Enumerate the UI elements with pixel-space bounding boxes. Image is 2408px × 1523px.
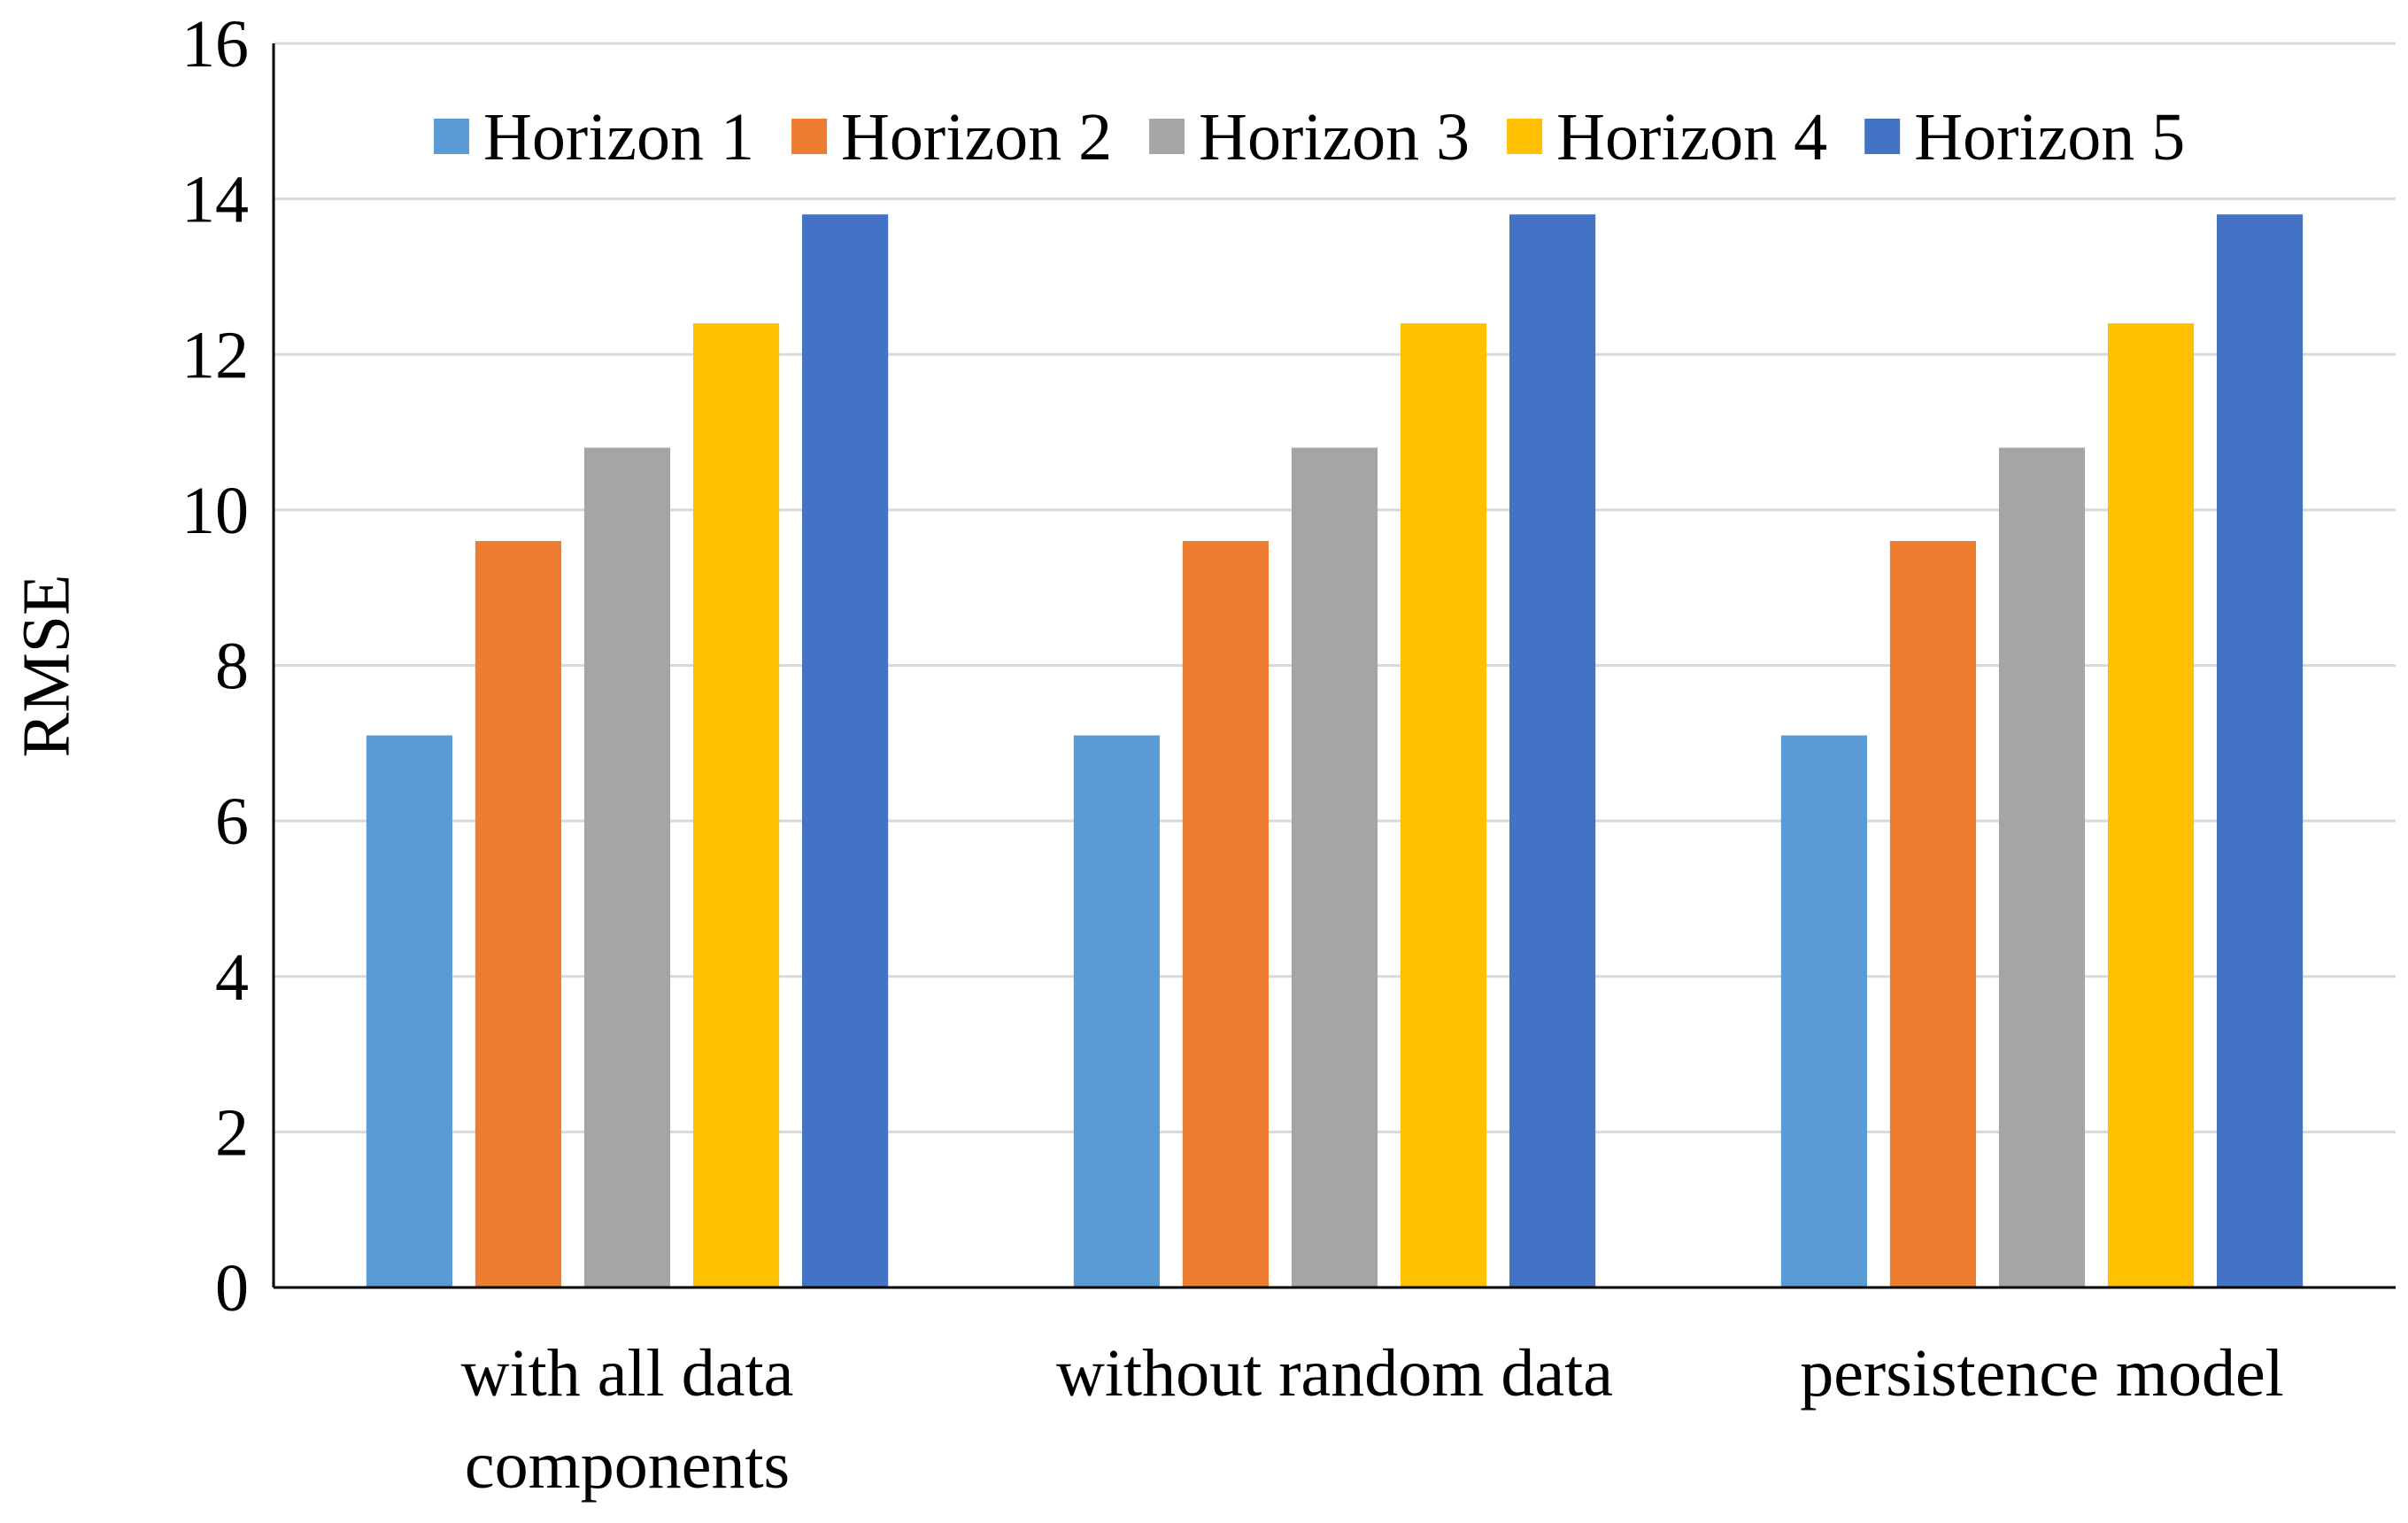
bar xyxy=(1889,541,1977,1287)
bar xyxy=(1182,541,1270,1287)
y-tick-label: 2 xyxy=(215,1095,249,1170)
y-tick-label: 4 xyxy=(215,940,249,1015)
legend-label: Horizon 5 xyxy=(1914,100,2185,174)
bar xyxy=(1073,735,1160,1287)
legend-swatch xyxy=(1864,119,1901,154)
y-tick-label: 16 xyxy=(181,7,249,81)
x-tick-label: persistence model xyxy=(1800,1336,2284,1411)
y-tick-label: 6 xyxy=(215,785,249,859)
legend-label: Horizon 1 xyxy=(483,100,754,174)
legend-label: Horizon 2 xyxy=(841,100,1112,174)
legend-label: Horizon 3 xyxy=(1199,100,1470,174)
bar xyxy=(2217,214,2304,1287)
bar xyxy=(366,735,452,1287)
legend-swatch xyxy=(1149,119,1185,154)
y-tick-label: 14 xyxy=(181,163,249,237)
legend-swatch xyxy=(1507,119,1543,154)
bar xyxy=(802,214,889,1287)
legend-label: Horizon 4 xyxy=(1556,100,1827,174)
bar xyxy=(692,323,780,1287)
bar xyxy=(1509,214,1596,1287)
legend-swatch xyxy=(791,119,828,154)
bar xyxy=(583,447,671,1287)
y-tick-label: 8 xyxy=(215,630,249,704)
y-tick-label: 0 xyxy=(215,1251,249,1326)
bar xyxy=(2107,323,2195,1287)
bar xyxy=(475,541,562,1287)
bar xyxy=(1291,447,1378,1287)
y-tick-label: 10 xyxy=(181,474,249,548)
bar xyxy=(1998,447,2086,1287)
y-axis-title: RMSE xyxy=(9,575,83,758)
bar xyxy=(1780,735,1867,1287)
x-tick-label: without random data xyxy=(1056,1336,1613,1411)
legend-swatch xyxy=(434,119,469,154)
bar xyxy=(1400,323,1487,1287)
x-tick-label: with all data components xyxy=(461,1336,794,1503)
y-tick-label: 12 xyxy=(181,318,249,392)
